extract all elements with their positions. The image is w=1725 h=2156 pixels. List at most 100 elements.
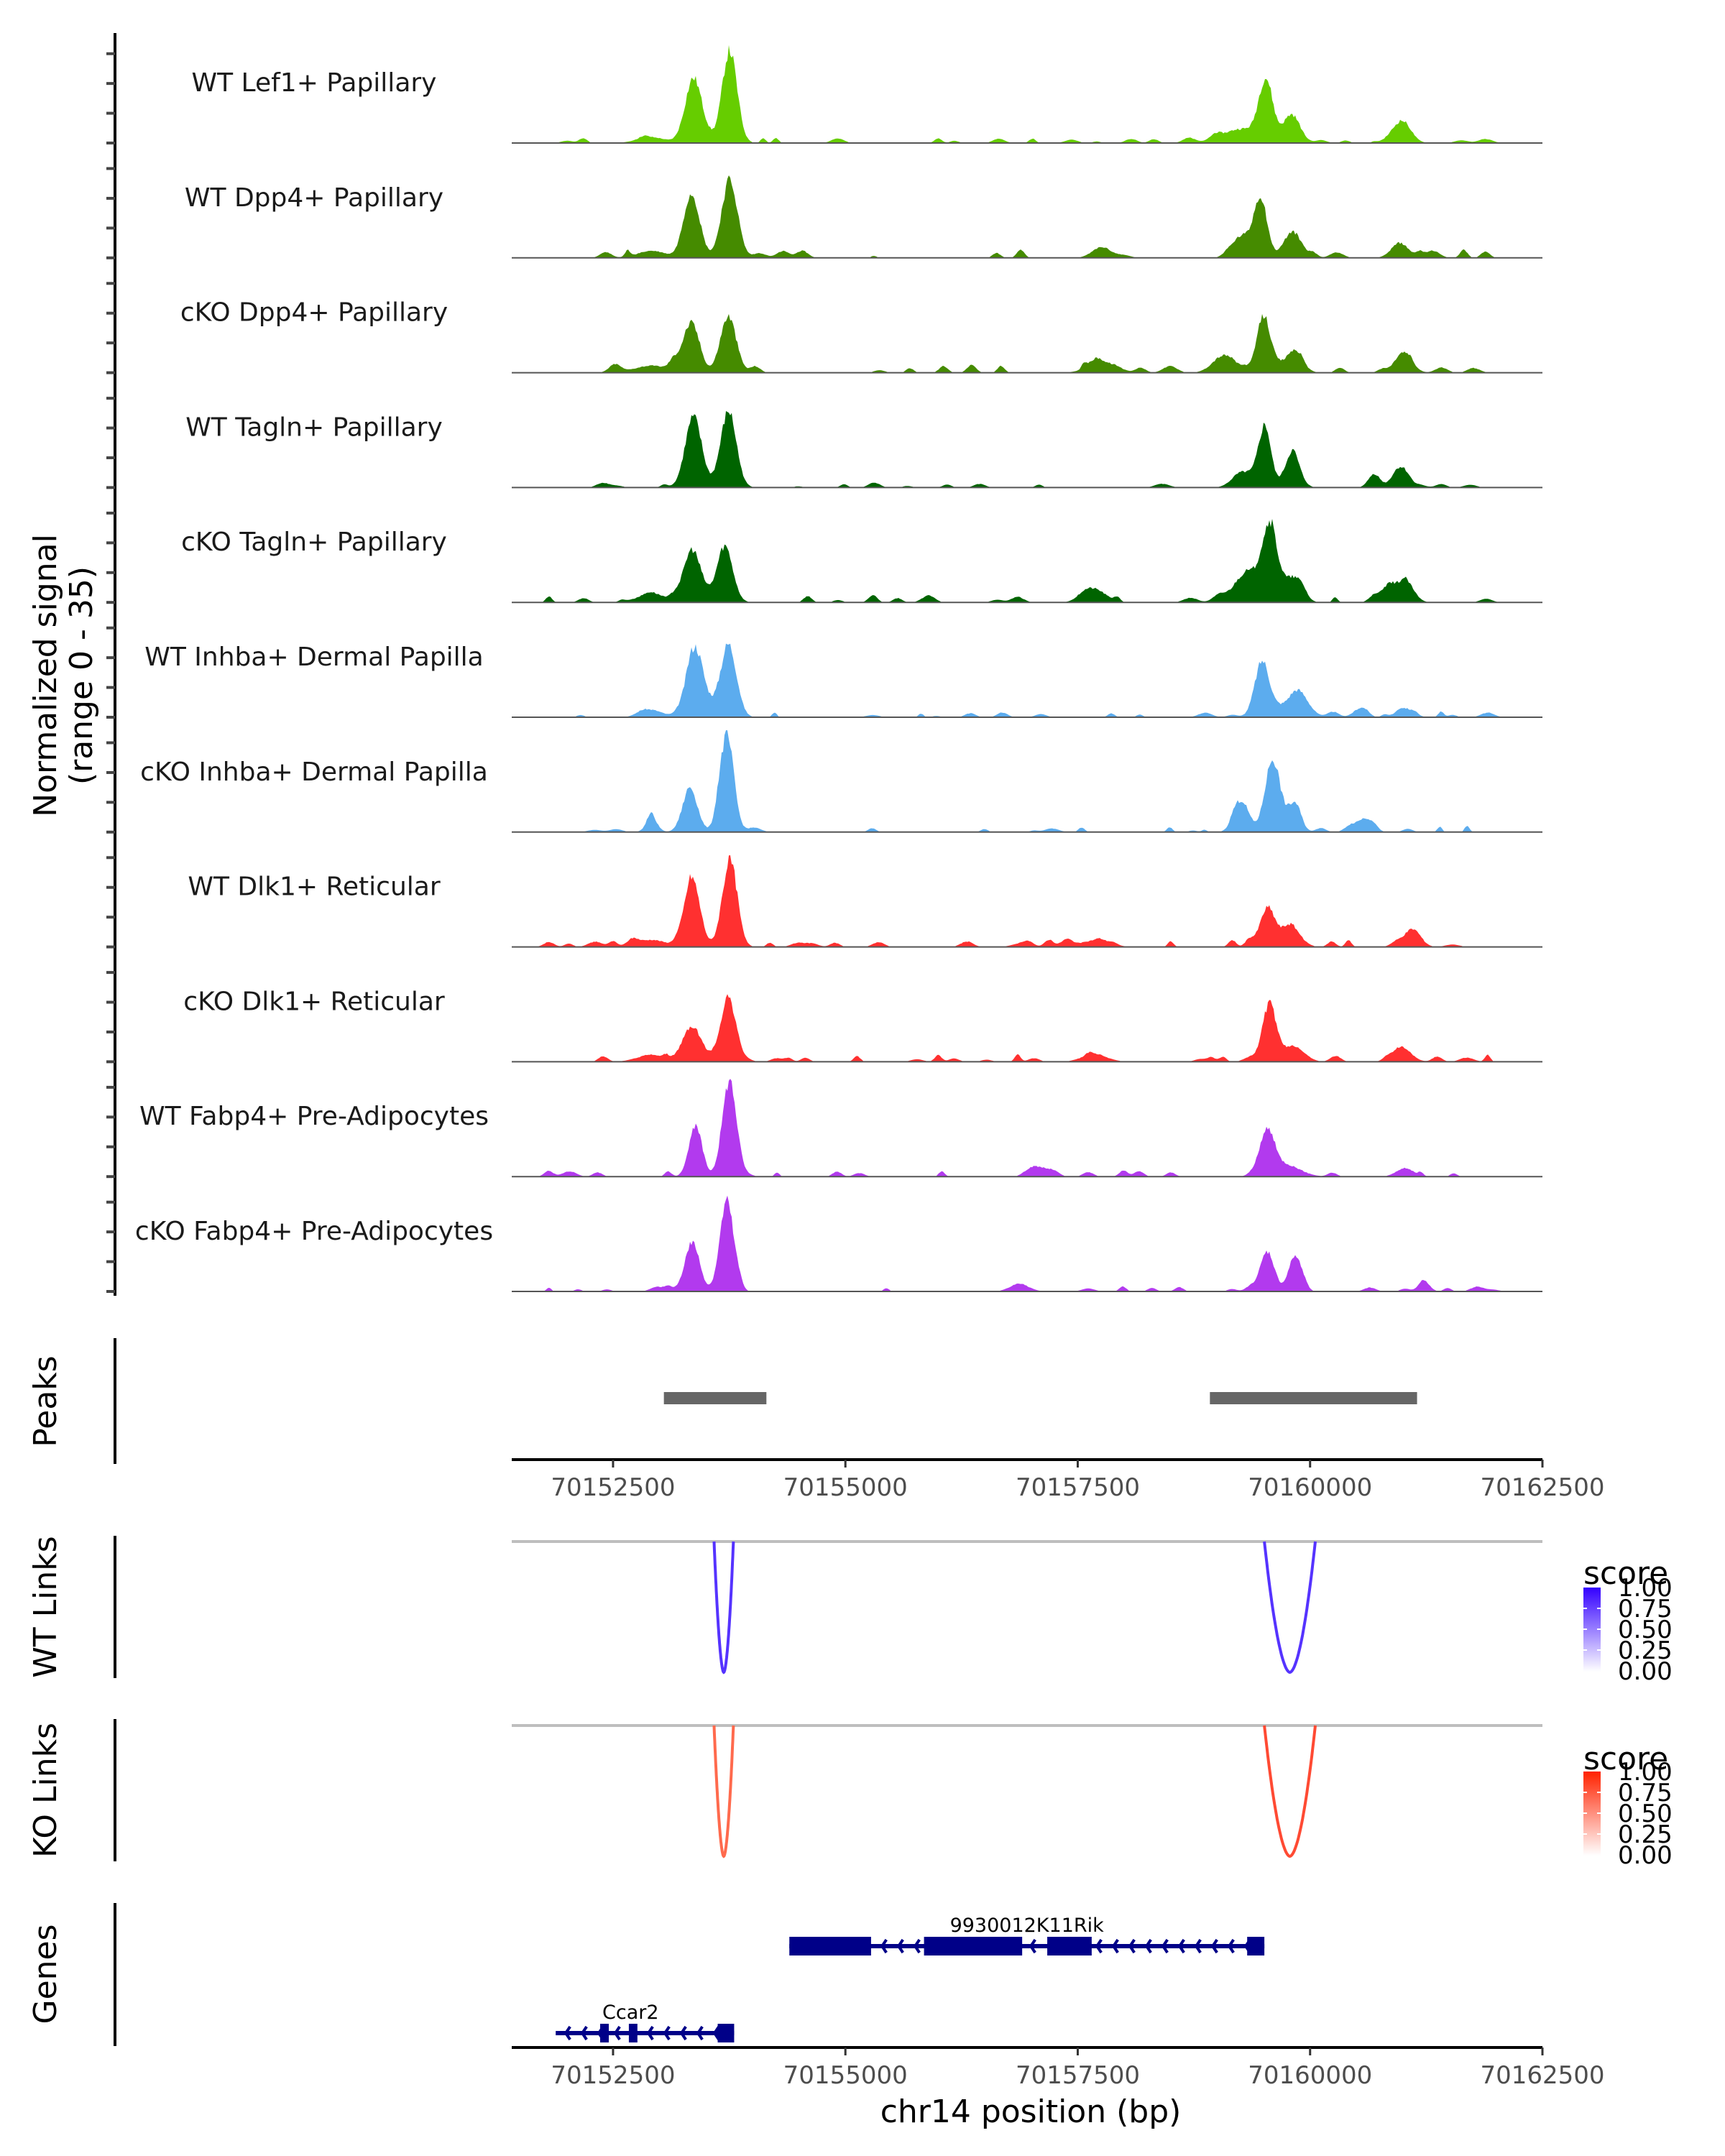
coverage-track: cKO Fabp4+ Pre-Adipocytes	[135, 1195, 1542, 1292]
x-axis-tick-label: 70155000	[783, 2061, 908, 2090]
legend-tick-label: 1.00	[1618, 1758, 1673, 1787]
coverage-track: cKO Dlk1+ Reticular	[183, 987, 1542, 1063]
strand-arrow-icon	[580, 2025, 588, 2041]
strand-arrow-icon	[679, 2025, 687, 2041]
ko-links	[512, 1724, 1542, 1858]
coverage-y-axis	[106, 33, 116, 1296]
legend-tick-label: 0.50	[1618, 1616, 1673, 1644]
x-axis-tick-label: 70162500	[1480, 2061, 1604, 2090]
wt-legend-title: score	[1583, 1555, 1668, 1592]
x-axis-tick-label: 70160000	[1248, 1473, 1372, 1502]
x-axis-lower: 70152500 70155000 70157500 70160000 70162500	[512, 2046, 1605, 2090]
coverage-tracks: WT Lef1+ Papillary WT Dpp4+ Papillary cKO …	[135, 45, 1542, 1292]
wt-links-track-label: WT Links	[27, 1536, 64, 1677]
coverage-track-label: WT Lef1+ Papillary	[192, 68, 437, 98]
strand-arrow-icon	[913, 1938, 921, 1954]
strand-arrow-icon	[1128, 1938, 1136, 1954]
gene-exon	[924, 1937, 1023, 1955]
x-axis-tick-label: 70155000	[783, 1473, 908, 1502]
strand-arrow-icon	[1194, 1938, 1202, 1954]
strand-arrow-icon	[712, 2025, 720, 2041]
strand-arrow-icon	[613, 2025, 621, 2041]
coverage-signal-area	[512, 994, 1542, 1062]
link-arc	[1263, 1541, 1317, 1674]
coverage-track: cKO Tagln+ Papillary	[181, 519, 1542, 604]
coverage-signal-area	[512, 855, 1542, 947]
coverage-signal-area	[512, 1079, 1542, 1177]
peak-region	[1210, 1392, 1417, 1404]
gene-models: 9930012K11Rik Ccar2	[556, 1915, 1265, 2042]
strand-arrow-icon	[663, 2025, 671, 2041]
coverage-track-label: cKO Dlk1+ Reticular	[183, 987, 445, 1016]
strand-arrow-icon	[896, 1938, 904, 1954]
coverage-signal-area	[512, 175, 1542, 258]
coverage-track: WT Dpp4+ Papillary	[185, 175, 1542, 259]
legend-tick-label: 0.75	[1618, 1595, 1673, 1623]
gene-exon	[628, 2024, 638, 2042]
strand-arrow-icon	[564, 2025, 571, 2041]
wt-legend-ticks: 1.000.750.500.250.00	[1583, 1574, 1673, 1686]
legend-tick-label: 0.50	[1618, 1800, 1673, 1828]
genes-track-label: Genes	[27, 1924, 64, 2024]
gene-model: 9930012K11Rik	[789, 1915, 1265, 1955]
ko-legend-ticks: 1.000.750.500.250.00	[1583, 1758, 1673, 1870]
ko-links-track-label: KO Links	[27, 1723, 64, 1858]
peak-region	[663, 1392, 767, 1404]
coverage-track: WT Tagln+ Papillary	[185, 411, 1542, 489]
link-arc	[712, 1725, 735, 1858]
coverage-track-label: WT Inhba+ Dermal Papilla	[144, 642, 483, 672]
legend-tick-label: 0.25	[1618, 1636, 1673, 1665]
link-arc	[712, 1541, 735, 1674]
gene-name-label: 9930012K11Rik	[950, 1915, 1105, 1937]
x-axis-tick-label: 70160000	[1248, 2061, 1372, 2090]
y-axis-title-line1: Normalized signal	[27, 534, 64, 817]
strand-arrow-icon	[696, 2025, 704, 2041]
gene-exon	[1247, 1937, 1265, 1955]
legend-tick-label: 0.75	[1618, 1779, 1673, 1807]
coverage-track: cKO Dpp4+ Papillary	[180, 298, 1542, 374]
gene-exon	[789, 1937, 871, 1955]
link-arc	[1263, 1725, 1317, 1858]
x-axis-tick-label: 70152500	[551, 2061, 675, 2090]
x-axis-tick-label: 70157500	[1016, 2061, 1140, 2090]
genes-panel: Genes 9930012K11Rik Ccar2	[27, 1903, 1265, 2046]
strand-arrow-icon	[880, 1938, 888, 1954]
coverage-signal-area	[512, 519, 1542, 603]
coverage-track-label: WT Tagln+ Papillary	[185, 413, 443, 442]
coverage-track-label: WT Dlk1+ Reticular	[188, 872, 440, 902]
strand-arrow-icon	[1029, 1938, 1036, 1954]
wt-score-legend: score 1.000.750.500.250.00	[1583, 1555, 1673, 1686]
coverage-track-label: WT Fabp4+ Pre-Adipocytes	[139, 1102, 489, 1131]
strand-arrow-icon	[1177, 1938, 1185, 1954]
coverage-signal-area	[512, 643, 1542, 717]
gene-name-label: Ccar2	[602, 2001, 659, 2024]
coverage-track-label: cKO Inhba+ Dermal Papilla	[140, 757, 488, 787]
x-axis-title: chr14 position (bp)	[880, 2093, 1182, 2130]
gene-exon	[1047, 1937, 1092, 1955]
ko-score-legend: score 1.000.750.500.250.00	[1583, 1741, 1673, 1870]
strand-arrow-icon	[1111, 1938, 1119, 1954]
coverage-signal-area	[512, 1195, 1542, 1291]
strand-arrow-icon	[1227, 1938, 1235, 1954]
coverage-track-label: cKO Tagln+ Papillary	[181, 528, 447, 557]
wt-links-panel: WT Links	[27, 1536, 1542, 1678]
legend-tick-label: 0.00	[1618, 1657, 1673, 1686]
peaks-panel: Peaks	[27, 1338, 1417, 1464]
strand-arrow-icon	[1210, 1938, 1218, 1954]
legend-tick-label: 0.25	[1618, 1820, 1673, 1849]
wt-links	[512, 1540, 1542, 1674]
y-axis-title: Normalized signal (range 0 - 35)	[27, 534, 100, 817]
strand-arrow-icon	[646, 2025, 654, 2041]
strand-arrow-icon	[1144, 1938, 1152, 1954]
strand-arrow-icon	[1095, 1938, 1103, 1954]
x-axis-tick-label: 70157500	[1016, 1473, 1140, 1502]
coverage-track: WT Dlk1+ Reticular	[188, 855, 1542, 948]
strand-arrow-icon	[1161, 1938, 1169, 1954]
gene-exon	[599, 2024, 609, 2042]
peak-regions	[663, 1392, 1417, 1404]
y-axis-title-line2: (range 0 - 35)	[63, 566, 100, 785]
coverage-track: WT Fabp4+ Pre-Adipocytes	[139, 1079, 1542, 1178]
legend-tick-label: 0.00	[1618, 1841, 1673, 1870]
coverage-track-label: WT Dpp4+ Papillary	[185, 183, 443, 213]
coverage-track: WT Inhba+ Dermal Papilla	[144, 642, 1542, 718]
